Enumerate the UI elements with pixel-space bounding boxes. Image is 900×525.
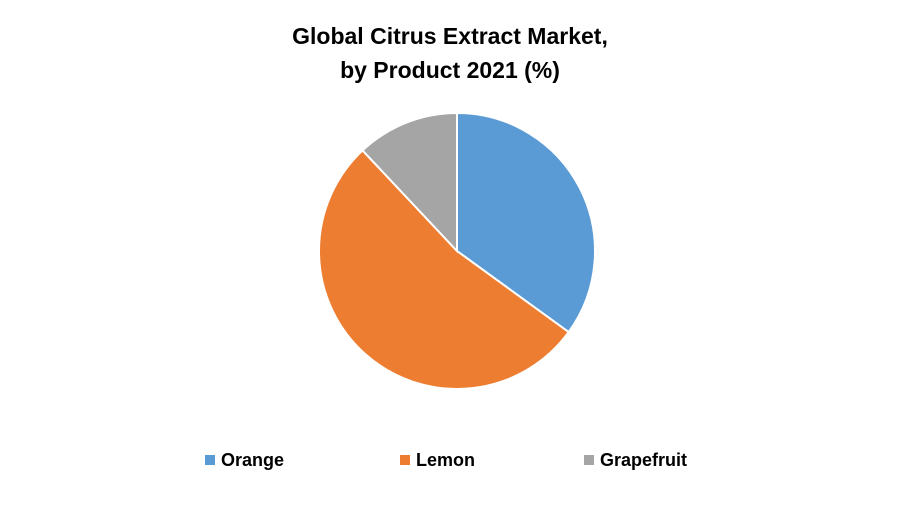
legend-swatch bbox=[400, 455, 410, 465]
chart-title: Global Citrus Extract Market, bbox=[292, 23, 608, 49]
pie-slice bbox=[456, 111, 596, 334]
legend-swatch bbox=[584, 455, 594, 465]
pie-slice bbox=[361, 111, 458, 254]
legend-label: Grapefruit bbox=[600, 450, 687, 470]
legend-swatch bbox=[205, 455, 215, 465]
legend-label: Lemon bbox=[416, 450, 475, 470]
chart-title: by Product 2021 (%) bbox=[340, 57, 560, 83]
legend-label: Orange bbox=[221, 450, 284, 470]
pie-slice bbox=[318, 148, 571, 390]
